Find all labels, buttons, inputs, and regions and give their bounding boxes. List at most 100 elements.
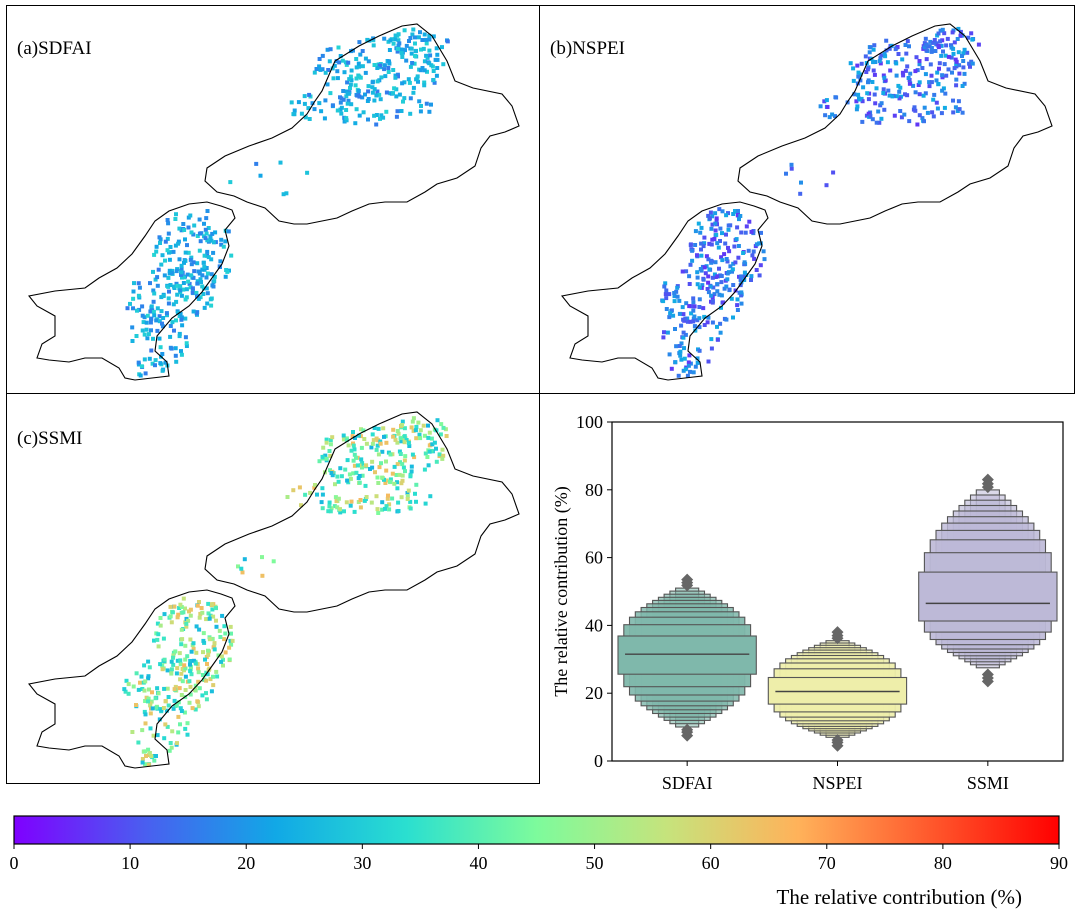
map-pixel	[927, 84, 932, 89]
map-pixel	[922, 119, 926, 124]
map-pixel	[356, 476, 361, 481]
map-pixel	[719, 280, 724, 285]
map-pixel	[936, 82, 941, 86]
map-pixel	[737, 274, 741, 279]
map-pixel	[750, 253, 755, 258]
map-pixel	[663, 281, 668, 286]
panel-label: (a)SDFAI	[17, 38, 92, 59]
map-pixel	[695, 275, 700, 280]
map-pixel	[432, 80, 437, 85]
map-pixel	[863, 54, 868, 59]
map-pixel	[717, 207, 722, 212]
colorbar-tick-label: 90	[1050, 853, 1068, 873]
map-pixel	[394, 94, 399, 99]
map-pixel	[911, 107, 916, 112]
map-pixel	[206, 601, 211, 606]
map-pixel	[955, 37, 960, 41]
map-pixel	[357, 94, 362, 99]
map-pixel	[724, 257, 729, 261]
map-pixel	[967, 61, 972, 66]
map-pixel	[749, 229, 754, 234]
map-pixel	[158, 361, 163, 366]
map-pixel	[131, 684, 136, 689]
map-pixel	[416, 79, 420, 84]
outlier-point	[981, 473, 994, 486]
map-pixel	[730, 267, 735, 272]
map-pixel	[883, 54, 888, 59]
map-pixel	[360, 64, 365, 69]
map-pixel	[360, 461, 365, 466]
map-pixel	[702, 323, 707, 327]
map-pixel	[949, 55, 954, 60]
map-pixel	[156, 632, 161, 637]
map-pixel	[228, 638, 233, 643]
map-pixel	[892, 113, 897, 118]
map-pixel	[191, 275, 196, 280]
map-pixel	[689, 304, 694, 309]
map-pixel	[679, 323, 684, 328]
map-pixel	[757, 273, 762, 278]
map-pixel	[214, 624, 219, 629]
map-pixel	[192, 223, 197, 228]
map-pixel	[425, 69, 429, 74]
map-pixel	[162, 736, 167, 741]
map-pixel	[400, 55, 405, 59]
map-pixel	[336, 496, 341, 501]
map-pixel	[149, 304, 154, 309]
map-pixel	[944, 73, 949, 78]
map-pixel	[344, 62, 349, 67]
map-pixel	[281, 192, 286, 197]
map-pixel	[393, 75, 398, 80]
map-pixel	[358, 505, 363, 510]
map-pixel	[143, 679, 148, 684]
map-pixel	[390, 496, 395, 501]
map-pixel	[438, 432, 443, 437]
map-pixel	[169, 667, 174, 672]
map-pixel	[218, 635, 223, 639]
map-pixel	[366, 84, 371, 89]
map-pixel	[671, 313, 676, 318]
map-pixel	[307, 117, 312, 121]
map-pixel	[386, 70, 391, 74]
map-pixel	[939, 43, 944, 48]
map-pixel	[154, 249, 159, 254]
map-pixel	[710, 222, 715, 227]
map-pixel	[708, 284, 713, 289]
map-pixel	[372, 98, 377, 103]
map-pixel	[902, 112, 907, 117]
map-pixel	[143, 712, 148, 717]
map-pixel	[333, 482, 337, 487]
map-pixel	[957, 107, 962, 112]
map-pixel	[960, 110, 965, 115]
map-pixel	[856, 70, 861, 75]
map-pixel	[688, 319, 693, 324]
map-pixel	[878, 56, 883, 61]
map-pixel	[329, 471, 334, 475]
map-pixel	[758, 263, 763, 268]
map-pixel	[154, 318, 159, 323]
map-pixel	[430, 442, 435, 447]
map-pixel	[709, 242, 714, 247]
map-pixel	[145, 313, 150, 318]
map-pixel	[167, 271, 172, 276]
map-pixel	[162, 657, 167, 662]
map-pixel	[153, 363, 157, 368]
map-pixel	[731, 315, 735, 320]
map-pixel	[737, 217, 741, 222]
map-pixel	[189, 672, 194, 677]
map-pixel	[799, 180, 803, 185]
map-pixel	[387, 61, 392, 66]
map-pixel	[390, 471, 395, 476]
map-pixel	[208, 613, 213, 618]
map-pixel	[159, 262, 164, 267]
map-pixel	[682, 346, 686, 351]
map-pixel	[895, 45, 900, 49]
map-pixel	[191, 309, 196, 314]
map-pixel	[375, 89, 380, 94]
map-pixel	[923, 36, 928, 41]
map-pixel	[915, 122, 920, 127]
map-pixel	[374, 436, 379, 441]
map-pixel	[168, 334, 173, 339]
map-pixel	[958, 33, 963, 38]
map-pixel	[368, 467, 372, 471]
